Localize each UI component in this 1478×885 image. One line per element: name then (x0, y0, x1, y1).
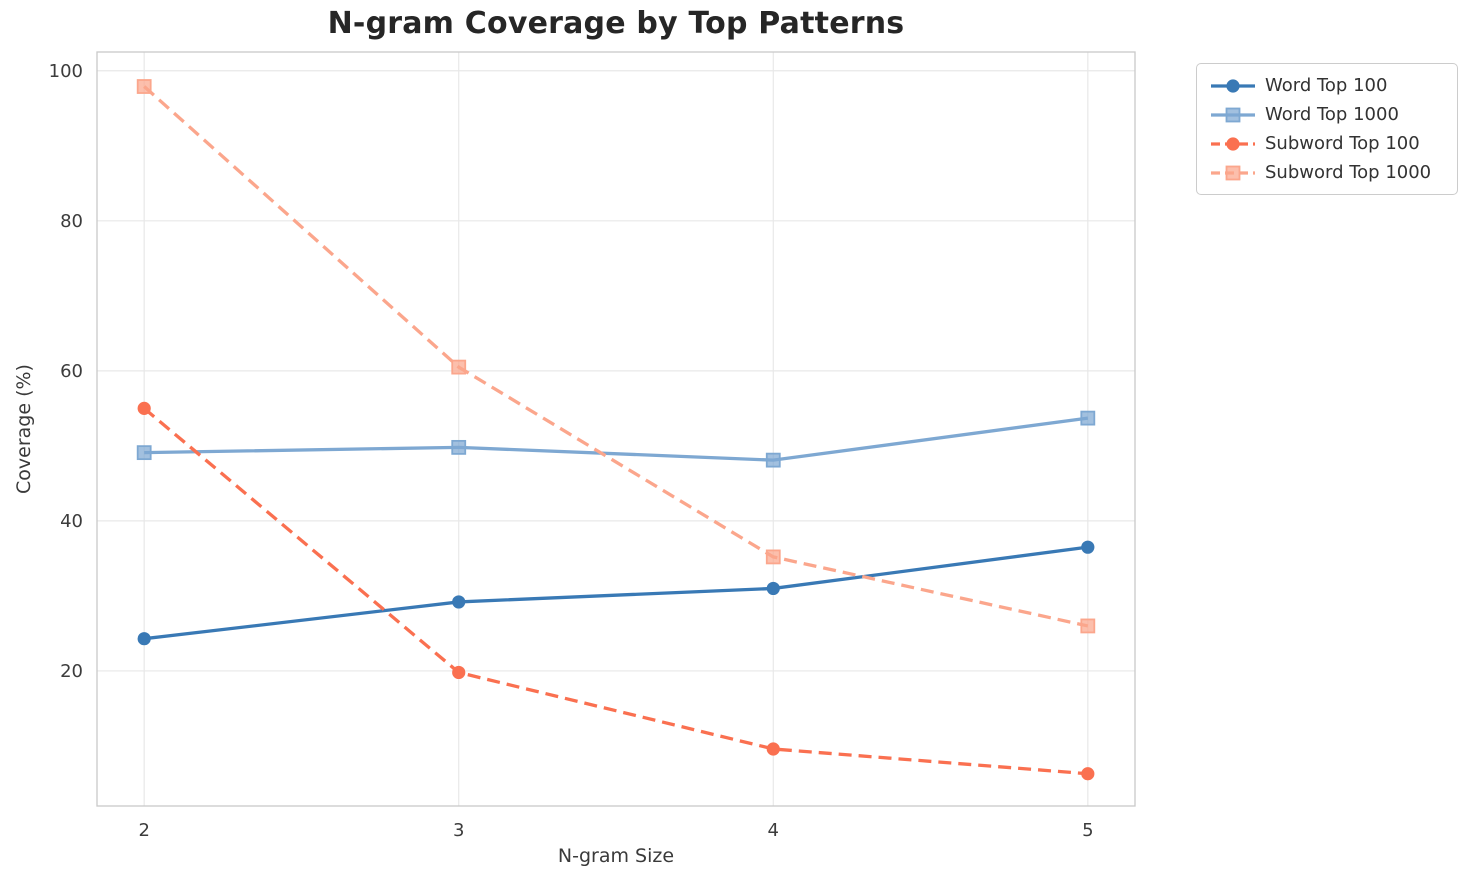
y-tick-label: 100 (49, 61, 83, 82)
y-tick-label: 40 (60, 511, 83, 532)
y-tick-label: 20 (60, 661, 83, 682)
series-line-word-top-1000 (144, 416, 1089, 462)
legend-item-word-top-1000: Word Top 1000 (1210, 100, 1444, 129)
x-tick-label: 4 (768, 820, 779, 841)
series-line-word-top-100 (143, 545, 1089, 641)
legend: Word Top 100 Word Top 1000 Subword Top 100… (1196, 63, 1458, 195)
y-tick-label: 60 (60, 361, 83, 382)
data-point-subword-top-1000 (451, 359, 467, 375)
square-marker-icon (1225, 107, 1241, 122)
data-point-subword-top-1000 (1080, 618, 1096, 634)
x-tick-label: 2 (138, 820, 149, 841)
x-axis-label: N-gram Size (557, 845, 675, 867)
legend-label: Word Top 1000 (1265, 104, 1399, 125)
data-point-subword-top-100 (1081, 767, 1095, 781)
data-point-word-top-1000 (1080, 410, 1096, 426)
x-tick-label: 3 (453, 820, 464, 841)
legend-label: Subword Top 100 (1265, 133, 1420, 154)
legend-sample-subword-top-100 (1211, 136, 1255, 151)
x-tick-label: 5 (1082, 820, 1093, 841)
chart-title: N-gram Coverage by Top Patterns (327, 6, 905, 41)
square-marker-icon (1225, 165, 1241, 180)
plot-border (96, 51, 1136, 807)
legend-sample-subword-top-1000 (1211, 165, 1255, 180)
legend-item-word-top-100: Word Top 100 (1210, 71, 1444, 100)
legend-item-subword-top-100: Subword Top 100 (1210, 129, 1444, 158)
legend-label: Word Top 100 (1265, 75, 1388, 96)
data-point-word-top-100 (1081, 540, 1095, 554)
legend-item-subword-top-1000: Subword Top 1000 (1210, 158, 1444, 187)
data-point-subword-top-100 (137, 401, 151, 415)
circle-marker-icon (1226, 78, 1240, 93)
series-line-subword-top-1000 (143, 85, 1089, 628)
data-point-word-top-1000 (451, 439, 467, 455)
legend-sample-word-top-1000 (1211, 107, 1255, 122)
data-point-subword-top-1000 (765, 549, 781, 565)
legend-sample-word-top-100 (1211, 78, 1255, 93)
data-point-subword-top-100 (452, 665, 466, 680)
legend-label: Subword Top 1000 (1265, 162, 1432, 183)
series-line-subword-top-100 (143, 407, 1088, 776)
circle-marker-icon (1226, 136, 1240, 151)
data-point-word-top-100 (452, 595, 466, 609)
data-point-word-top-1000 (765, 452, 781, 468)
y-tick-label: 80 (60, 211, 83, 232)
data-point-word-top-100 (137, 632, 151, 646)
data-point-subword-top-1000 (136, 79, 152, 94)
data-point-word-top-1000 (136, 445, 152, 461)
data-point-word-top-100 (766, 581, 780, 596)
data-point-subword-top-100 (766, 742, 780, 756)
